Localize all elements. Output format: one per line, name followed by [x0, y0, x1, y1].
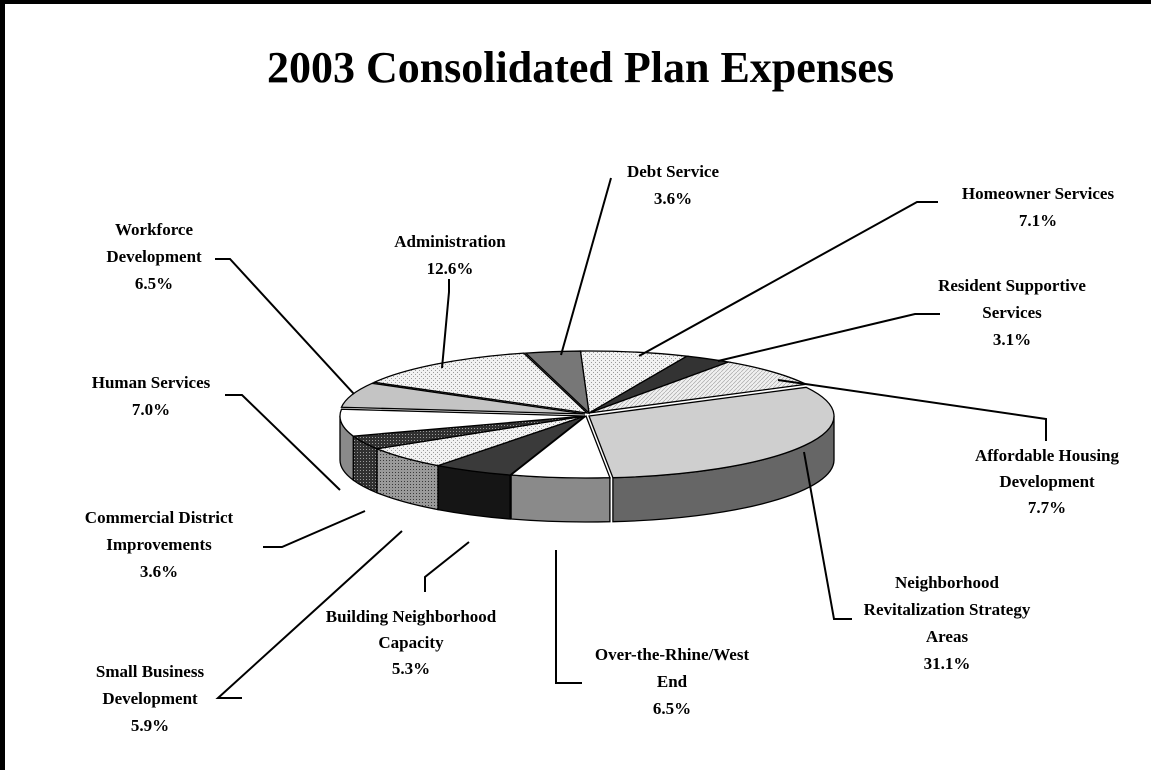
slice-label-line: Workforce — [115, 220, 194, 239]
slice-label-4: Over-the-Rhine/West End 6.5% — [595, 645, 750, 718]
pie-chart: Homeowner Services 7.1% Resident Supportiv… — [85, 162, 1120, 735]
slice-label-10: Administration 12.6% — [394, 232, 506, 278]
slice-label-1: Resident Supportive Services 3.1% — [938, 276, 1086, 349]
slice-label-line: Capacity — [378, 633, 444, 652]
chart-title: 2003 Consolidated Plan Expenses — [266, 43, 895, 92]
slice-labels: Homeowner Services 7.1% Resident Supportiv… — [85, 162, 1120, 735]
slice-3 — [588, 386, 835, 479]
pie-top-faces — [339, 350, 835, 479]
slice-label-line: 3.1% — [993, 330, 1031, 349]
slice-label-line: 7.1% — [1019, 211, 1057, 230]
leader-line-10 — [441, 279, 450, 369]
slice-label-line: Improvements — [106, 535, 212, 554]
slice-label-line: 6.5% — [135, 274, 173, 293]
slice-label-line: Building Neighborhood — [326, 607, 497, 626]
slice-10 — [371, 352, 589, 414]
slice-label-9: Workforce Development 6.5% — [106, 220, 202, 293]
slice-label-line: Over-the-Rhine/West — [595, 645, 750, 664]
slice-label-line: 7.7% — [1028, 498, 1066, 517]
slice-label-line: End — [657, 672, 688, 691]
slice-label-line: 12.6% — [427, 259, 474, 278]
leader-line-2 — [777, 379, 1047, 441]
slice-8 — [339, 408, 586, 437]
slice-label-line: Administration — [394, 232, 506, 251]
slice-label-line: Services — [982, 303, 1042, 322]
slice-label-7: Commercial District Improvements 3.6% — [85, 508, 234, 581]
leader-line-7 — [263, 510, 366, 548]
slice-side-4 — [510, 474, 611, 523]
slice-label-line: Neighborhood — [895, 573, 999, 592]
leader-lines — [215, 177, 1047, 699]
slice-label-line: Human Services — [92, 373, 211, 392]
slice-label-line: Resident Supportive — [938, 276, 1086, 295]
slice-label-line: Small Business — [96, 662, 205, 681]
slice-label-2: Affordable Housing Development 7.7% — [975, 446, 1120, 517]
slice-label-line: Development — [102, 689, 198, 708]
slice-label-6: Small Business Development 5.9% — [96, 662, 205, 735]
slice-label-line: Affordable Housing — [975, 446, 1120, 465]
slice-label-line: Homeowner Services — [962, 184, 1115, 203]
slice-label-line: 7.0% — [132, 400, 170, 419]
slice-label-line: Areas — [926, 627, 969, 646]
leader-line-6 — [215, 530, 403, 699]
leader-line-1 — [717, 313, 940, 362]
leader-line-8 — [225, 394, 341, 491]
leader-line-9 — [215, 258, 355, 395]
slice-label-0: Homeowner Services 7.1% — [962, 184, 1115, 230]
slice-label-5: Building Neighborhood Capacity 5.3% — [326, 607, 497, 678]
slice-label-line: Commercial District — [85, 508, 234, 527]
slice-label-line: Revitalization Strategy — [864, 600, 1031, 619]
slice-9 — [340, 382, 586, 415]
slice-label-line: 31.1% — [924, 654, 971, 673]
leader-line-0 — [638, 201, 938, 357]
slice-label-line: 6.5% — [653, 699, 691, 718]
slice-label-line: 5.3% — [392, 659, 430, 678]
pie-side-walls — [339, 415, 835, 523]
slice-label-line: 3.6% — [654, 189, 692, 208]
leader-line-5 — [424, 541, 470, 592]
leader-line-11 — [560, 177, 612, 356]
slice-label-11: Debt Service 3.6% — [627, 162, 720, 208]
slice-label-line: Debt Service — [627, 162, 720, 181]
leader-line-4 — [555, 550, 582, 684]
slice-label-3: Neighborhood Revitalization Strategy Areas… — [864, 573, 1031, 673]
slice-label-line: Development — [999, 472, 1095, 491]
leader-line-3 — [803, 451, 852, 620]
slice-0 — [579, 350, 689, 415]
slice-11 — [524, 350, 590, 415]
slice-4 — [509, 414, 611, 479]
slice-label-line: Development — [106, 247, 202, 266]
slice-label-line: 3.6% — [140, 562, 178, 581]
slice-label-8: Human Services 7.0% — [92, 373, 211, 419]
slice-label-line: 5.9% — [131, 716, 169, 735]
